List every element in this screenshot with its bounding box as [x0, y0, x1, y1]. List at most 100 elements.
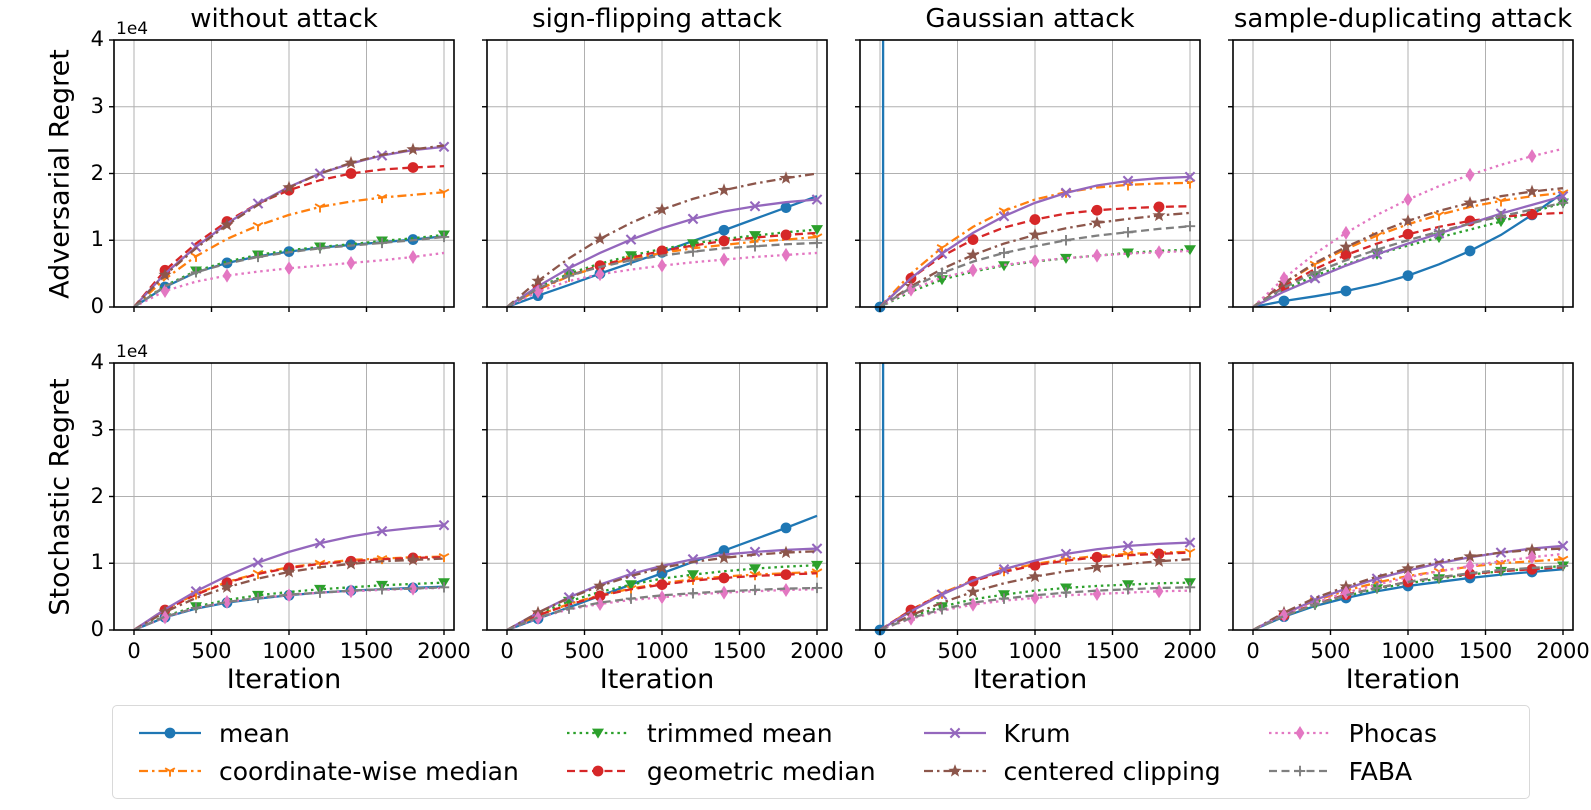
series-Phocas	[1252, 550, 1564, 630]
legend-label: geometric median	[646, 756, 876, 786]
series-FABA	[506, 237, 823, 307]
series-Krum	[879, 171, 1196, 307]
legend-sample-Phocas-icon	[1268, 726, 1331, 740]
y-tick-label: 0	[90, 617, 104, 641]
legend-item-Krum: Krum	[922, 719, 1221, 748]
y-axis-offset-1e4: 1e4	[116, 342, 149, 362]
y-tick-label: 0	[90, 294, 104, 318]
legend-sample-trimmed-mean-icon	[566, 728, 629, 739]
x-tick-label: 0	[873, 639, 887, 663]
legend-item-mean: mean	[137, 719, 519, 748]
plot-title-without-attack: without attack	[190, 4, 378, 34]
legend-item-geometric-median: geometric median	[565, 757, 876, 786]
plot-title-sign-flipping-attack: sign-flipping attack	[532, 4, 782, 34]
x-tick-label: 2000	[417, 639, 471, 663]
plot-title-sample-duplicating-attack: sample-duplicating attack	[1233, 4, 1573, 34]
subplot-sign-flipping-attack-stochastic	[482, 362, 828, 635]
tick-marks	[482, 362, 818, 635]
legend-item-trimmed-mean: trimmed mean	[565, 719, 876, 748]
gridlines	[860, 39, 1200, 308]
series-Phocas	[506, 582, 818, 630]
tick-marks	[1228, 362, 1564, 635]
series-trimmed-mean	[879, 245, 1196, 307]
y-tick-label: 2	[90, 160, 104, 185]
gridlines	[114, 362, 454, 631]
tick-marks	[482, 39, 818, 312]
y-tick-label: 2	[90, 483, 104, 508]
legend-label: Phocas	[1348, 718, 1437, 748]
legend-sample-mean-icon	[139, 727, 201, 739]
legend-item-coordinate-wise-median: coordinate-wise median	[137, 757, 519, 786]
tick-marks	[1228, 39, 1564, 312]
x-tick-label: 2000	[1163, 639, 1217, 663]
y-tick-label: 4	[90, 27, 104, 51]
x-tick-label: 2000	[1536, 639, 1590, 663]
series-Krum	[506, 194, 823, 307]
x-tick-label: 1500	[1458, 639, 1513, 663]
y-axis-offset-1e4: 1e4	[116, 19, 149, 39]
series-centered-clipping	[133, 142, 445, 307]
series-FABA	[133, 231, 450, 307]
x-tick-label: 0	[127, 639, 141, 663]
tick-marks	[855, 39, 1191, 312]
plot-title-Gaussian-attack: Gaussian attack	[925, 4, 1135, 34]
legend-label: coordinate-wise median	[219, 756, 519, 786]
x-axis-label: Iteration	[1345, 664, 1461, 695]
series-trimmed-mean	[879, 578, 1196, 630]
legend-sample-centered-clipping-icon	[923, 764, 986, 777]
subplot-without-attack-adversarial	[109, 39, 455, 312]
legend-sample-Krum-icon	[923, 727, 986, 739]
legend-label: mean	[219, 718, 290, 748]
x-axis-label: Iteration	[226, 664, 342, 695]
x-tick-label: 1000	[635, 639, 689, 663]
series-FABA	[1252, 197, 1569, 307]
subplot-sample-duplicating-attack-stochastic	[1228, 362, 1574, 635]
gridlines	[1233, 362, 1573, 631]
x-tick-label: 0	[1246, 639, 1260, 663]
series-Phocas	[1252, 147, 1564, 307]
subplot-Gaussian-attack-stochastic	[855, 362, 1201, 636]
subplot-Gaussian-attack-adversarial	[855, 39, 1201, 313]
x-tick-label: 500	[1310, 639, 1351, 663]
series-Phocas	[879, 245, 1191, 307]
y-tick-label: 1	[90, 227, 104, 252]
y-tick-label: 3	[90, 416, 104, 441]
subplot-without-attack-stochastic	[109, 362, 455, 635]
legend-sample-geometric-median-icon	[566, 765, 629, 777]
legend-item-centered-clipping: centered clipping	[922, 757, 1221, 786]
legend-label: Krum	[1003, 718, 1071, 748]
subplot-sample-duplicating-attack-adversarial	[1228, 39, 1574, 312]
series-FABA	[1252, 560, 1569, 630]
legend-sample-coordinate-wise-median-icon	[139, 767, 201, 777]
y-tick-label: 4	[90, 350, 104, 374]
series-Phocas	[506, 247, 818, 307]
series-FABA	[879, 221, 1196, 307]
x-axis-label: Iteration	[599, 664, 715, 695]
series-Krum	[1252, 190, 1569, 307]
series-mean	[1252, 191, 1564, 307]
y-tick-label: 3	[90, 93, 104, 118]
x-tick-label: 2000	[790, 639, 844, 663]
series-centered-clipping	[506, 171, 818, 307]
series-coordinate-wise-median	[879, 179, 1196, 307]
x-tick-label: 1000	[262, 639, 316, 663]
y-axis-label-adversarial-regret: Adversarial Regret	[44, 48, 76, 299]
x-tick-label: 500	[191, 639, 232, 663]
series-trimmed-mean	[506, 225, 823, 307]
series-geometric-median	[879, 548, 1191, 630]
x-tick-label: 1000	[1381, 639, 1435, 663]
series-coordinate-wise-median	[133, 188, 450, 307]
tick-marks	[109, 362, 445, 635]
gridlines	[487, 39, 827, 308]
legend: mean coordinate-wise median trimmed mean ge…	[112, 705, 1530, 799]
series-FABA	[133, 582, 450, 630]
x-tick-label: 500	[937, 639, 978, 663]
gridlines	[1233, 39, 1573, 308]
series-Krum	[133, 519, 450, 630]
series-FABA	[879, 582, 1196, 630]
x-axis-label: Iteration	[972, 664, 1088, 695]
gridlines	[860, 362, 1200, 631]
x-tick-label: 1000	[1008, 639, 1062, 663]
legend-item-FABA: FABA	[1267, 757, 1437, 786]
